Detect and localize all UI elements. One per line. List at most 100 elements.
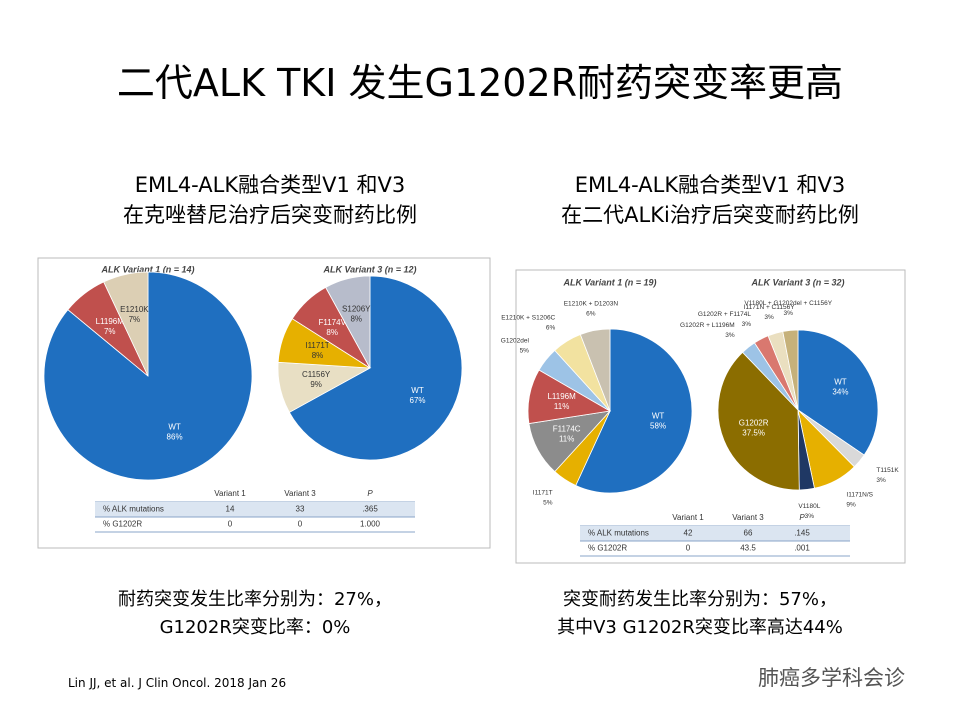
slice-value: 3% <box>764 314 774 321</box>
heading-line: 在克唑替尼治疗后突变耐药比例 <box>123 203 417 227</box>
heading-line: 在二代ALKi治疗后突变耐药比例 <box>561 203 859 227</box>
slice-label: L1196M <box>96 317 125 326</box>
panel-heading: EML4-ALK融合类型V1 和V3 在克唑替尼治疗后突变耐药比例 <box>60 170 480 230</box>
table-header: Variant 3 <box>284 489 316 498</box>
table-cell: .001 <box>794 544 810 553</box>
table-header: Variant 1 <box>672 513 704 522</box>
table-cell: 1.000 <box>360 520 381 529</box>
pie-slice <box>325 275 371 369</box>
slice-label: F1174C <box>553 424 581 433</box>
slice-value: 8% <box>312 351 324 360</box>
pie-title: ALK Variant 3 (n = 12) <box>323 264 417 274</box>
slice-label: V1180L + G1202del + C1156Y <box>744 300 832 307</box>
citation: Lin JJ, et al. J Clin Oncol. 2018 Jan 26 <box>68 676 287 690</box>
slice-value: 11% <box>554 402 569 411</box>
caption-line: 其中V3 G1202R突变比率高达44% <box>557 617 843 638</box>
slice-value: 3% <box>725 332 735 339</box>
table-cell: % G1202R <box>588 544 627 553</box>
heading-line: EML4-ALK融合类型V1 和V3 <box>574 173 846 197</box>
table-cell: 14 <box>226 505 235 514</box>
slice-value: 9% <box>846 502 856 509</box>
slice-label: G1202R + F1174L <box>698 311 752 318</box>
slice-value: 5% <box>543 499 553 506</box>
slice-label: I1171N + C1156Y <box>744 304 796 311</box>
slice-value: 9% <box>310 380 322 389</box>
table-cell: 33 <box>296 505 305 514</box>
caption-line: 突变耐药发生比率分别为：57%， <box>562 589 837 610</box>
slice-value: 11% <box>559 434 574 443</box>
row-shade <box>580 526 850 541</box>
panel-caption: 突变耐药发生比率分别为：57%， 其中V3 G1202R突变比率高达44% <box>490 586 910 642</box>
slice-value: 3% <box>876 477 886 484</box>
slice-label: G1202del <box>501 338 530 345</box>
table-header: Variant 1 <box>214 489 246 498</box>
slice-label: G1202R + L1196M <box>680 322 735 329</box>
pie-slice <box>782 329 799 411</box>
table-cell: % ALK mutations <box>103 505 164 514</box>
slice-value: 37.5% <box>742 428 765 437</box>
slice-value: 58% <box>650 422 666 431</box>
watermark: 肺癌多学科会诊 <box>758 666 905 690</box>
pie-title: ALK Variant 3 (n = 32) <box>751 277 845 287</box>
caption-line: 耐药突变发生比率分别为：27%， <box>117 589 392 610</box>
slice-value: 6% <box>546 324 556 331</box>
slice-value: 7% <box>129 315 141 324</box>
slice-value: 34% <box>832 388 848 397</box>
table-cell: .365 <box>362 505 378 514</box>
table-cell: % ALK mutations <box>588 529 649 538</box>
table-cell: 0 <box>228 520 233 529</box>
table-cell: .145 <box>794 529 810 538</box>
slice-label: WT <box>411 386 424 395</box>
slice-label: S1206Y <box>342 305 371 314</box>
slide-title: 二代ALK TKI 发生G1202R耐药突变率更高 <box>116 61 844 105</box>
row-shade <box>95 502 415 517</box>
slice-label: G1202R <box>739 418 769 427</box>
caption-line: G1202R突变比率：0% <box>159 617 351 638</box>
slice-label: V1180L <box>798 503 820 510</box>
slice-value: 8% <box>350 315 362 324</box>
slice-label: E1210K + D1203N <box>564 300 619 307</box>
slice-value: 3% <box>742 321 752 328</box>
slice-label: F1174V <box>318 318 346 327</box>
table-cell: 0 <box>298 520 303 529</box>
slice-label: L1196M <box>547 392 576 401</box>
slice-label: WT <box>834 378 847 387</box>
slice-label: WT <box>652 412 665 421</box>
pie-slice <box>717 351 800 491</box>
table-header: Variant 3 <box>732 513 764 522</box>
table-header: P <box>799 513 805 522</box>
panel-caption: 耐药突变发生比率分别为：27%， G1202R突变比率：0% <box>45 586 465 642</box>
pie-slice <box>797 329 879 456</box>
table-cell: % G1202R <box>103 520 142 529</box>
slice-value: 6% <box>586 310 596 317</box>
slice-label: E1210K + S1206C <box>501 314 555 321</box>
slice-label: WT <box>168 423 181 432</box>
pie-title: ALK Variant 1 (n = 14) <box>101 264 195 274</box>
pie-slice <box>579 328 611 412</box>
table-cell: 42 <box>684 529 693 538</box>
slice-value: 7% <box>104 327 116 336</box>
slice-value: 5% <box>520 348 530 355</box>
table-cell: 66 <box>744 529 753 538</box>
table-header: P <box>367 489 373 498</box>
table-cell: 43.5 <box>740 544 756 553</box>
slice-value: 67% <box>410 396 426 405</box>
heading-line: EML4-ALK融合类型V1 和V3 <box>134 173 406 197</box>
table-cell: 0 <box>686 544 691 553</box>
slice-value: 3% <box>784 310 794 317</box>
pie-title: ALK Variant 1 (n = 19) <box>563 277 657 287</box>
slice-label: E1210K <box>120 305 149 314</box>
slice-label: C1156Y <box>302 370 331 379</box>
slice-label: I1171N/S <box>846 492 873 499</box>
slice-label: I1171T <box>305 341 329 350</box>
pie-slice <box>575 328 693 494</box>
slice-value: 3% <box>805 513 815 520</box>
slice-label: T1151K <box>876 467 899 474</box>
panel-heading: EML4-ALK融合类型V1 和V3 在二代ALKi治疗后突变耐药比例 <box>500 170 920 230</box>
slice-value: 8% <box>326 328 338 337</box>
slice-value: 86% <box>167 433 183 442</box>
pie-slice <box>288 275 463 461</box>
pie-slice <box>103 271 149 377</box>
